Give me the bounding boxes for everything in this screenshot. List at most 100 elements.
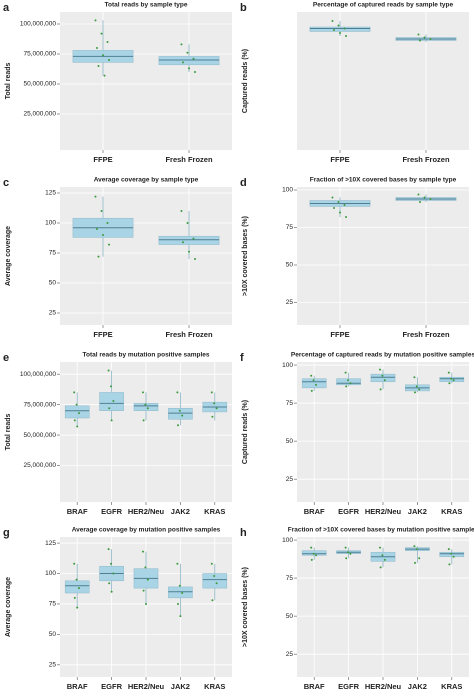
- point: [179, 615, 182, 618]
- point: [146, 578, 149, 581]
- point: [181, 592, 184, 594]
- y-tick-label: 50,000,000: [23, 81, 56, 88]
- point: [448, 382, 451, 385]
- point: [447, 548, 450, 551]
- point: [186, 51, 189, 54]
- y-tick-label: 50: [49, 631, 57, 638]
- x-tick-label: JAK2: [171, 682, 190, 691]
- point: [141, 391, 144, 394]
- point: [103, 74, 106, 77]
- point: [349, 382, 352, 385]
- point: [76, 425, 79, 428]
- point: [180, 210, 183, 212]
- box: [99, 392, 124, 411]
- point: [315, 383, 318, 386]
- y-tick-label: 100: [45, 570, 56, 577]
- point: [108, 407, 111, 410]
- panel-letter: a: [3, 2, 10, 14]
- point: [450, 377, 453, 380]
- panel-title: Percentage of captured reads by sample t…: [313, 2, 454, 9]
- panel-letter: c: [3, 177, 9, 189]
- x-tick-label: JAK2: [408, 507, 427, 516]
- point: [339, 32, 341, 34]
- plot-background: [297, 12, 469, 150]
- box: [336, 378, 361, 386]
- x-tick-label: HER2/Neu: [365, 682, 402, 691]
- point: [176, 602, 179, 605]
- point: [109, 385, 112, 388]
- point: [181, 414, 184, 417]
- y-tick-label: 125: [45, 540, 56, 547]
- panel: d Fraction of >10X covered bases by sampl…: [240, 177, 469, 339]
- box: [158, 235, 220, 245]
- x-tick-label: EGFR: [338, 507, 359, 516]
- x-tick-label: FFPE: [330, 330, 349, 339]
- y-tick-label: 100: [282, 537, 293, 544]
- panel-letter: h: [240, 527, 247, 539]
- point: [418, 557, 421, 560]
- plot-background: [297, 187, 469, 325]
- point: [450, 552, 453, 555]
- y-axis-label: Average coverage: [5, 226, 12, 286]
- point: [146, 407, 149, 410]
- point: [345, 385, 348, 388]
- point: [144, 403, 147, 406]
- y-axis-label: Total reads: [5, 62, 12, 99]
- point: [413, 561, 416, 564]
- y-tick-label: 100,000,000: [20, 371, 57, 378]
- x-tick-label: HER2/Neu: [128, 507, 165, 516]
- y-tick-label: 100,000,000: [20, 21, 57, 28]
- plot-background: [60, 12, 232, 150]
- point: [94, 19, 97, 22]
- point: [429, 38, 432, 40]
- panel-title: Percentage of captured reads by mutation…: [291, 352, 474, 359]
- point: [107, 548, 110, 551]
- x-tick-label: EGFR: [101, 682, 122, 691]
- box: [202, 573, 228, 589]
- y-tick-label: 25: [286, 651, 294, 658]
- point: [181, 241, 184, 244]
- point: [106, 41, 109, 43]
- point: [181, 61, 184, 64]
- box: [301, 378, 327, 389]
- box: [64, 405, 90, 419]
- y-tick-label: 50: [286, 613, 294, 620]
- point: [215, 582, 218, 585]
- point: [344, 371, 347, 374]
- panel: a Total reads by sample type Total reads 25…: [3, 2, 232, 164]
- panel: b Percentage of captured reads by sample …: [240, 2, 469, 164]
- panel-title: Fraction of >10X covered bases by sample…: [310, 177, 457, 184]
- point: [415, 385, 418, 388]
- point: [381, 374, 384, 377]
- point: [75, 578, 78, 581]
- x-tick-label: HER2/Neu: [128, 682, 165, 691]
- point: [188, 250, 190, 253]
- point: [378, 546, 381, 549]
- point: [141, 550, 144, 553]
- x-tick-label: Fresh Frozen: [402, 330, 450, 339]
- y-axis-label: Average coverage: [5, 577, 12, 637]
- point: [176, 391, 179, 394]
- point: [339, 211, 341, 214]
- point: [310, 374, 313, 377]
- box: [370, 373, 396, 383]
- panel-title: Average coverage by mutation positive sa…: [72, 527, 221, 534]
- panel: h Fraction of >10X covered bases by mutat…: [240, 527, 474, 691]
- box: [133, 403, 159, 411]
- panel-letter: f: [240, 352, 244, 364]
- point: [210, 391, 213, 394]
- point: [109, 562, 112, 565]
- y-tick-label: 125: [45, 190, 56, 197]
- point: [75, 403, 78, 406]
- point: [145, 602, 147, 605]
- point: [211, 415, 214, 418]
- y-tick-label: 100: [45, 220, 56, 227]
- box: [309, 26, 371, 32]
- point: [413, 545, 416, 548]
- panel-letter: b: [240, 2, 247, 14]
- point: [211, 599, 214, 602]
- point: [312, 552, 315, 555]
- point: [97, 255, 100, 258]
- point: [332, 207, 335, 209]
- point: [423, 36, 426, 39]
